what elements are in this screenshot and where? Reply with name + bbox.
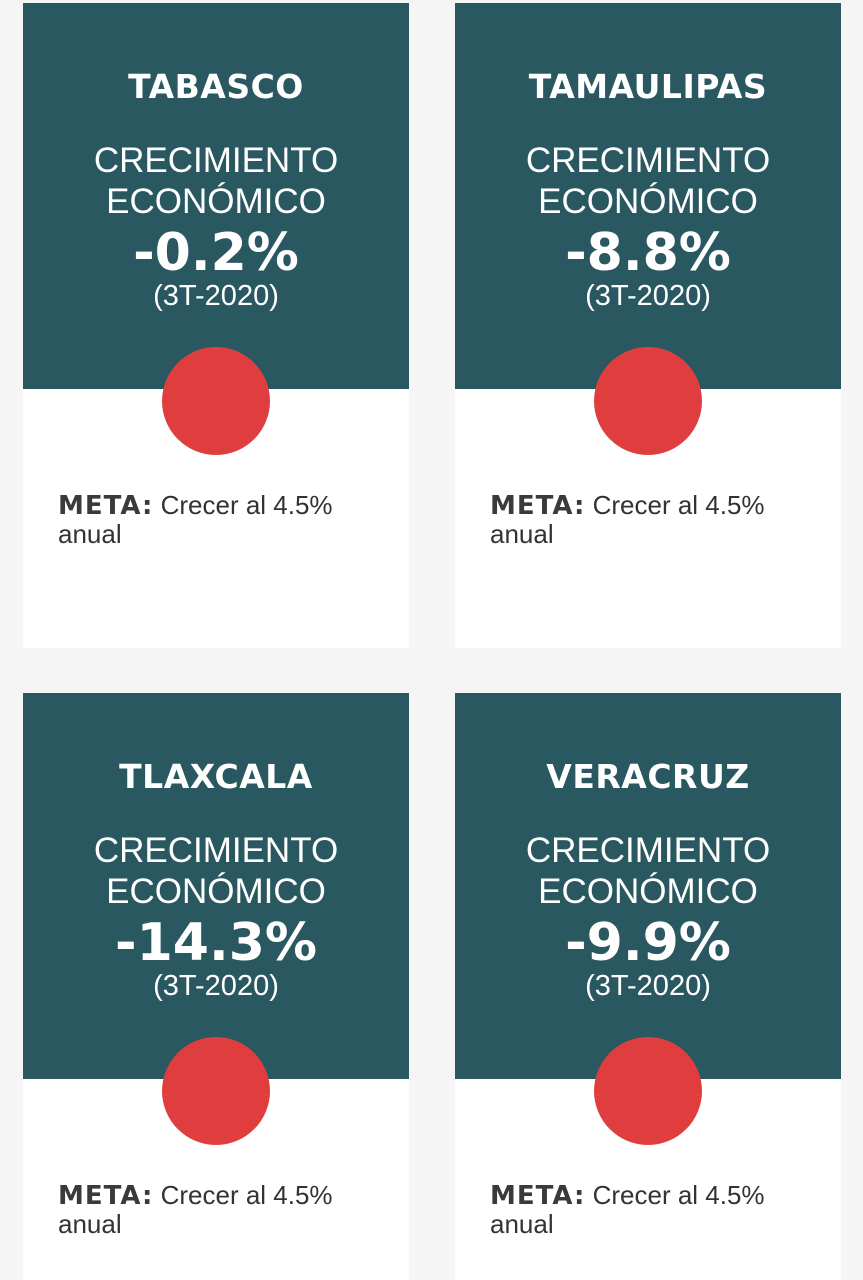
card-header: TABASCO CRECIMIENTO ECONÓMICO -0.2% (3T-…	[23, 3, 409, 389]
growth-value: -14.3%	[115, 913, 317, 973]
state-card-tlaxcala: TLAXCALA CRECIMIENTO ECONÓMICO -14.3% (3…	[23, 693, 409, 1280]
goal-text: META: Crecer al 4.5% anual	[58, 491, 379, 548]
goal-description: Crecer al 4.5% anual	[490, 490, 765, 549]
goal-label: META:	[490, 1181, 586, 1211]
metric-line-2: ECONÓMICO	[106, 872, 326, 911]
state-card-tabasco: TABASCO CRECIMIENTO ECONÓMICO -0.2% (3T-…	[23, 3, 409, 648]
growth-value: -8.8%	[565, 223, 731, 283]
goal-description: Crecer al 4.5% anual	[490, 1180, 765, 1239]
state-name: TABASCO	[128, 67, 304, 106]
status-dot-icon	[594, 347, 702, 455]
metric-line-1: CRECIMIENTO	[93, 141, 339, 180]
growth-value: -0.2%	[133, 223, 299, 283]
goal-label: META:	[58, 1181, 154, 1211]
metric-line-1: CRECIMIENTO	[525, 141, 771, 180]
state-name: TAMAULIPAS	[528, 67, 768, 106]
state-name: TLAXCALA	[119, 757, 313, 796]
metric-line-1: CRECIMIENTO	[93, 831, 339, 870]
state-name: VERACRUZ	[546, 757, 750, 796]
state-card-veracruz: VERACRUZ CRECIMIENTO ECONÓMICO -9.9% (3T…	[455, 693, 841, 1280]
goal-label: META:	[58, 491, 154, 521]
metric-title: CRECIMIENTO ECONÓMICO	[23, 830, 409, 912]
growth-value: -9.9%	[565, 913, 731, 973]
goal-description: Crecer al 4.5% anual	[58, 490, 333, 549]
goal-text: META: Crecer al 4.5% anual	[58, 1181, 379, 1238]
status-dot-icon	[162, 1037, 270, 1145]
goal-text: META: Crecer al 4.5% anual	[490, 1181, 811, 1238]
card-header: VERACRUZ CRECIMIENTO ECONÓMICO -9.9% (3T…	[455, 693, 841, 1079]
metric-line-2: ECONÓMICO	[538, 182, 758, 221]
metric-title: CRECIMIENTO ECONÓMICO	[455, 830, 841, 912]
goal-label: META:	[490, 491, 586, 521]
metric-line-2: ECONÓMICO	[106, 182, 326, 221]
state-card-tamaulipas: TAMAULIPAS CRECIMIENTO ECONÓMICO -8.8% (…	[455, 3, 841, 648]
goal-text: META: Crecer al 4.5% anual	[490, 491, 811, 548]
period-label: (3T-2020)	[585, 280, 711, 312]
status-dot-icon	[594, 1037, 702, 1145]
metric-line-2: ECONÓMICO	[538, 872, 758, 911]
period-label: (3T-2020)	[153, 280, 279, 312]
card-header: TAMAULIPAS CRECIMIENTO ECONÓMICO -8.8% (…	[455, 3, 841, 389]
period-label: (3T-2020)	[153, 970, 279, 1002]
status-dot-icon	[162, 347, 270, 455]
metric-line-1: CRECIMIENTO	[525, 831, 771, 870]
metric-title: CRECIMIENTO ECONÓMICO	[455, 140, 841, 222]
card-header: TLAXCALA CRECIMIENTO ECONÓMICO -14.3% (3…	[23, 693, 409, 1079]
metric-title: CRECIMIENTO ECONÓMICO	[23, 140, 409, 222]
goal-description: Crecer al 4.5% anual	[58, 1180, 333, 1239]
period-label: (3T-2020)	[585, 970, 711, 1002]
